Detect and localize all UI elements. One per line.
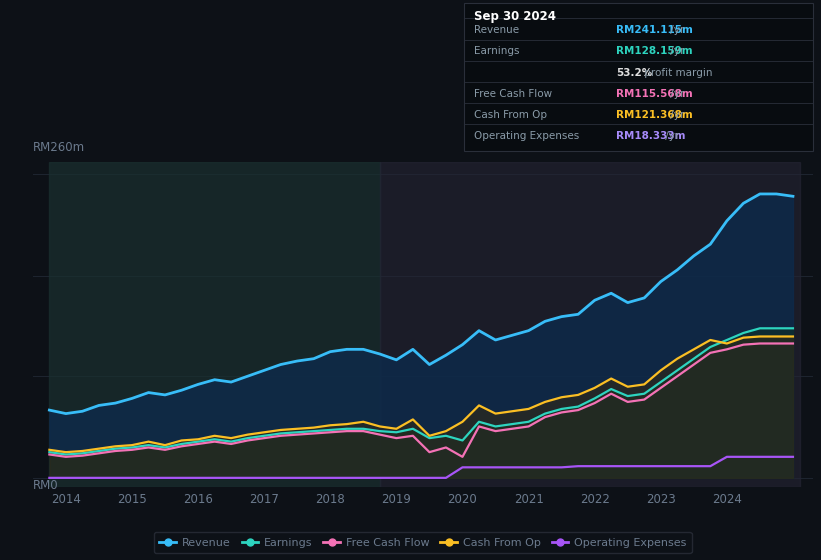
Text: Cash From Op: Cash From Op (474, 110, 547, 120)
Text: RM18.333m: RM18.333m (616, 131, 686, 141)
Text: Revenue: Revenue (474, 25, 519, 35)
Bar (380, 162, 800, 487)
Text: profit margin: profit margin (641, 68, 713, 78)
Text: /yr: /yr (662, 131, 679, 141)
Text: RM260m: RM260m (33, 141, 85, 154)
Text: RM241.115m: RM241.115m (616, 25, 693, 35)
Text: Earnings: Earnings (474, 46, 519, 57)
Text: 53.2%: 53.2% (616, 68, 652, 78)
Bar (49, 162, 380, 487)
Text: /yr: /yr (667, 89, 684, 99)
Text: RM128.159m: RM128.159m (616, 46, 692, 57)
Text: /yr: /yr (667, 46, 684, 57)
Text: /yr: /yr (667, 25, 684, 35)
Text: Sep 30 2024: Sep 30 2024 (474, 10, 556, 22)
Text: Free Cash Flow: Free Cash Flow (474, 89, 552, 99)
Legend: Revenue, Earnings, Free Cash Flow, Cash From Op, Operating Expenses: Revenue, Earnings, Free Cash Flow, Cash … (154, 532, 692, 553)
Text: /yr: /yr (667, 110, 684, 120)
Text: Operating Expenses: Operating Expenses (474, 131, 579, 141)
Text: RM0: RM0 (33, 479, 58, 492)
Text: RM121.368m: RM121.368m (616, 110, 692, 120)
Text: RM115.568m: RM115.568m (616, 89, 692, 99)
